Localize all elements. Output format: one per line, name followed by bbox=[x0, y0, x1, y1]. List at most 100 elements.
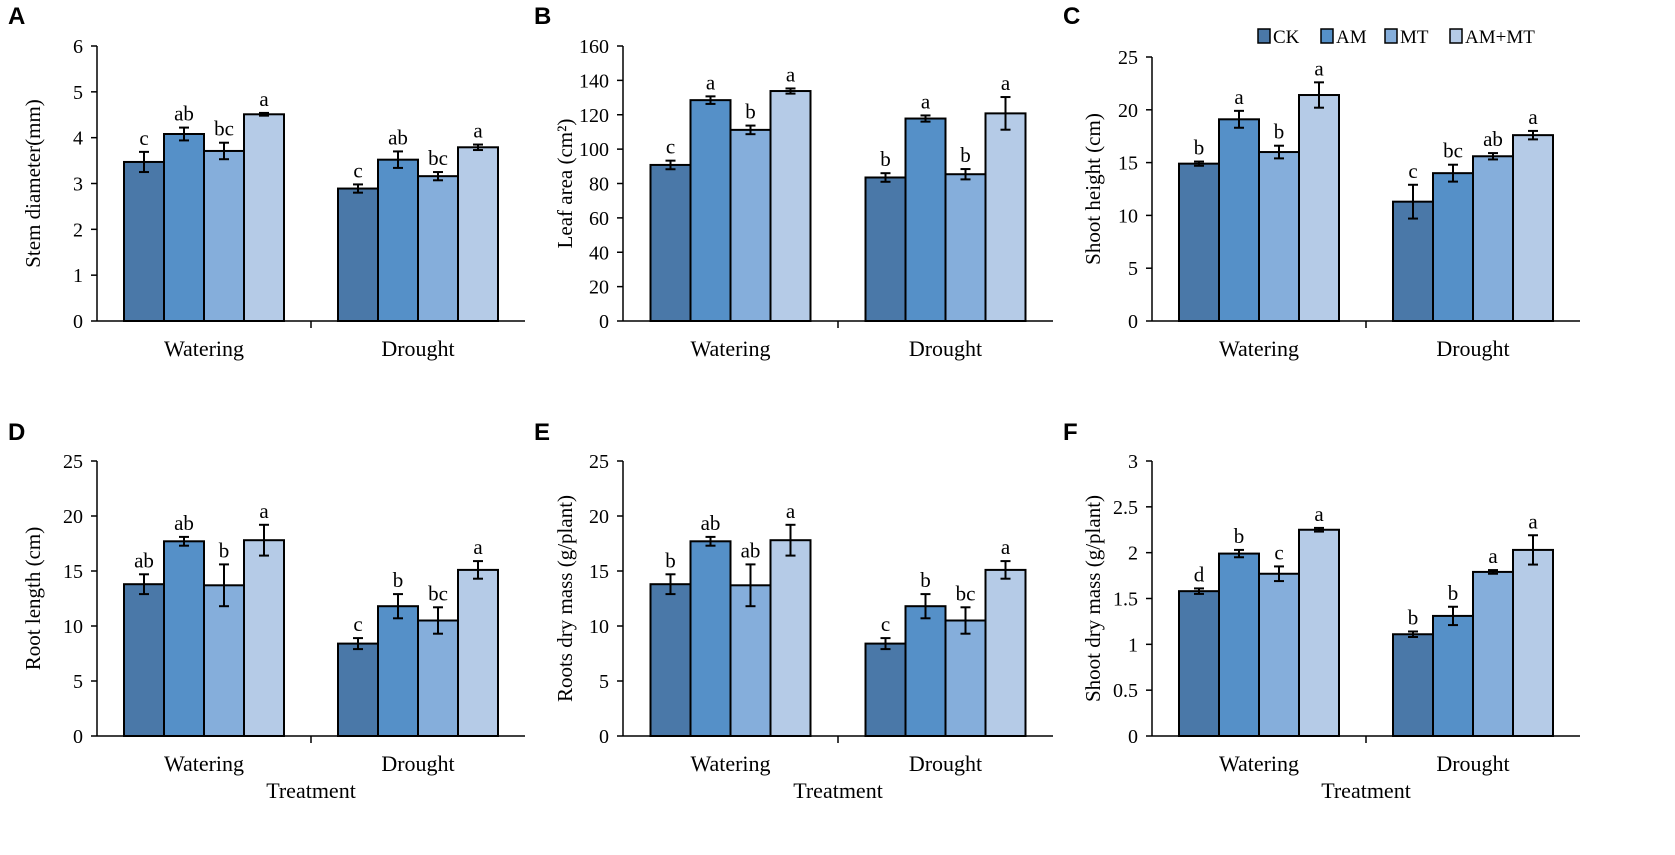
significance-letter: a bbox=[921, 89, 931, 113]
legend-label: AM bbox=[1336, 27, 1367, 48]
legend-label: AM+MT bbox=[1465, 27, 1535, 48]
y-tick-label: 0 bbox=[1128, 311, 1138, 333]
y-tick-label: 40 bbox=[589, 242, 609, 264]
y-axis-label: Root length (cm) bbox=[21, 527, 45, 670]
y-tick-label: 140 bbox=[579, 70, 609, 92]
panel-letter: C bbox=[1063, 3, 1080, 30]
bar-ck-drought bbox=[337, 642, 379, 737]
significance-letter: a bbox=[473, 119, 483, 143]
significance-letter: ab bbox=[741, 538, 761, 562]
significance-letter: ab bbox=[388, 125, 408, 149]
y-tick-label: 6 bbox=[73, 36, 83, 58]
bar-mt-watering bbox=[203, 584, 245, 737]
bar-am-drought bbox=[904, 117, 947, 322]
y-tick-label: 5 bbox=[73, 82, 83, 104]
y-tick-label: 10 bbox=[1118, 205, 1138, 227]
significance-letter: a bbox=[1234, 85, 1244, 109]
significance-letter: a bbox=[473, 535, 483, 559]
bar-am-mt-drought bbox=[457, 568, 499, 738]
bar-ck-drought bbox=[337, 187, 379, 322]
significance-letter: ab bbox=[174, 102, 194, 126]
bar-ck-drought bbox=[1392, 200, 1434, 322]
legend-swatch-ck bbox=[1257, 28, 1271, 44]
significance-letter: b bbox=[1408, 606, 1419, 630]
y-tick-label: 0 bbox=[73, 726, 83, 748]
significance-letter: a bbox=[706, 70, 716, 94]
bar-mt-watering bbox=[729, 584, 772, 737]
y-tick-label: 20 bbox=[589, 277, 609, 299]
y-tick-label: 10 bbox=[63, 616, 83, 638]
significance-letter: a bbox=[1528, 105, 1538, 129]
bar-mt-drought bbox=[1472, 570, 1514, 738]
legend: CK AM MT AM+MT bbox=[1257, 27, 1535, 48]
y-tick-label: 20 bbox=[1118, 100, 1138, 122]
x-category-label: Watering bbox=[1219, 336, 1299, 361]
legend-swatch-mt bbox=[1384, 28, 1398, 44]
significance-letter: ab bbox=[1483, 127, 1503, 151]
bar-mt-watering bbox=[729, 128, 772, 322]
y-tick-label: 1 bbox=[1128, 634, 1138, 656]
x-category-label: Watering bbox=[690, 751, 770, 776]
bar-mt-watering bbox=[1258, 572, 1300, 737]
significance-letter: c bbox=[353, 612, 362, 636]
y-tick-label: 25 bbox=[1118, 47, 1138, 69]
x-category-label: Watering bbox=[690, 336, 770, 361]
bar-mt-watering bbox=[1258, 151, 1300, 322]
y-axis-label: Leaf area (cm²) bbox=[553, 119, 577, 249]
significance-letter: ab bbox=[174, 511, 194, 535]
significance-letter: a bbox=[1001, 71, 1011, 95]
bar-mt-drought bbox=[417, 175, 459, 322]
bar-am-mt-drought bbox=[984, 568, 1027, 738]
y-tick-label: 25 bbox=[589, 451, 609, 473]
significance-letter: b bbox=[1234, 524, 1245, 548]
significance-letter: bc bbox=[428, 146, 448, 170]
bar-am-mt-drought bbox=[1512, 548, 1554, 738]
y-tick-label: 3 bbox=[73, 174, 83, 196]
legend-label: MT bbox=[1400, 27, 1429, 48]
bar-am-mt-watering bbox=[243, 113, 285, 322]
bar-ck-watering bbox=[123, 160, 165, 322]
y-tick-label: 80 bbox=[589, 174, 609, 196]
x-category-label: Drought bbox=[381, 751, 454, 776]
y-tick-label: 120 bbox=[579, 105, 609, 127]
bar-ck-watering bbox=[649, 163, 692, 322]
y-tick-label: 1 bbox=[73, 265, 83, 287]
y-tick-label: 10 bbox=[589, 616, 609, 638]
significance-letter: a bbox=[1314, 56, 1324, 80]
bar-mt-drought bbox=[944, 173, 987, 322]
bar-am-drought bbox=[904, 605, 947, 738]
significance-letter: b bbox=[665, 548, 676, 572]
bar-am-drought bbox=[1432, 172, 1474, 322]
bar-am-mt-drought bbox=[1512, 134, 1554, 322]
bar-am-mt-watering bbox=[243, 539, 285, 738]
significance-letter: a bbox=[1001, 535, 1011, 559]
y-tick-label: 0.5 bbox=[1113, 680, 1138, 702]
y-tick-label: 60 bbox=[589, 208, 609, 230]
bar-am-watering bbox=[689, 99, 732, 322]
y-tick-label: 2.5 bbox=[1113, 497, 1138, 519]
y-tick-label: 15 bbox=[589, 561, 609, 583]
x-axis-title: Treatment bbox=[1321, 778, 1411, 803]
panel-letter: E bbox=[534, 419, 550, 446]
y-tick-label: 2 bbox=[1128, 543, 1138, 565]
chart-panel-b: B 0 20 40 60 80 100 120 140 160 Leaf area (cm²) Wat… bbox=[534, 3, 1053, 361]
significance-letter: a bbox=[1528, 509, 1538, 533]
bar-am-watering bbox=[1218, 118, 1260, 322]
significance-letter: a bbox=[259, 87, 269, 111]
y-tick-label: 0 bbox=[1128, 726, 1138, 748]
y-tick-label: 20 bbox=[589, 506, 609, 528]
significance-letter: c bbox=[666, 135, 675, 159]
significance-letter: bc bbox=[214, 117, 234, 141]
bar-am-watering bbox=[1218, 552, 1260, 737]
bar-mt-drought bbox=[417, 619, 459, 737]
bar-am-mt-drought bbox=[457, 146, 499, 322]
panel-letter: F bbox=[1063, 419, 1078, 446]
significance-letter: c bbox=[881, 612, 890, 636]
bar-am-mt-watering bbox=[1298, 528, 1340, 737]
x-category-label: Watering bbox=[164, 751, 244, 776]
significance-letter: a bbox=[786, 62, 796, 86]
bar-ck-watering bbox=[649, 583, 692, 738]
